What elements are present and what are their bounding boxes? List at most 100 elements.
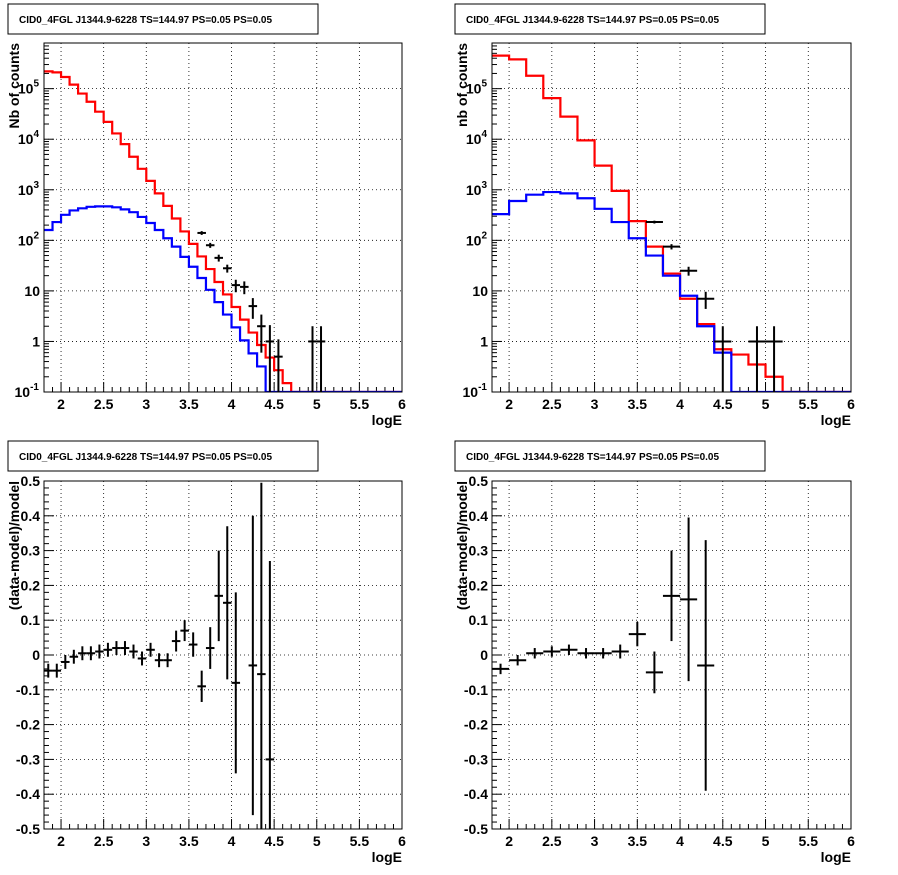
- axis-ticks: [43, 480, 403, 830]
- series-step-0: [44, 70, 402, 392]
- title-box: [7, 3, 319, 35]
- title-box: [7, 440, 319, 472]
- x-tick-label: 2: [57, 833, 65, 849]
- x-tick-label: 3: [591, 833, 599, 849]
- chart-title: CID0_4FGL J1344.9-6228 TS=144.97 PS=0.05…: [19, 15, 272, 26]
- y-tick-label: 1: [480, 333, 488, 349]
- data-point: [645, 220, 663, 224]
- x-axis-label: logE: [372, 849, 402, 865]
- data-point: [205, 627, 215, 669]
- x-tick-label: 4.5: [713, 396, 733, 412]
- y-tick-label: -0.4: [16, 786, 40, 802]
- x-tick-label: 4.5: [264, 833, 284, 849]
- x-tick-label: 5.5: [799, 396, 819, 412]
- grid: [492, 481, 851, 829]
- y-tick-label: 0.3: [469, 543, 489, 559]
- data-point: [680, 517, 698, 682]
- residual-panel-bottom-left: CID0_4FGL J1344.9-6228 TS=144.97 PS=0.05…: [6, 440, 406, 865]
- x-tick-label: 5: [762, 833, 770, 849]
- data-point: [44, 663, 53, 678]
- x-tick-label: 6: [847, 833, 855, 849]
- x-tick-label: 2.5: [94, 833, 114, 849]
- y-tick-label: 102: [466, 230, 488, 248]
- y-tick-label: 105: [18, 79, 40, 97]
- y-tick-label: 0.4: [469, 508, 489, 524]
- data-point: [662, 244, 681, 250]
- data-point: [560, 644, 578, 655]
- x-tick-label: 4.5: [713, 833, 733, 849]
- series-group: [44, 70, 402, 392]
- series-group: [492, 54, 851, 392]
- y-tick-label: 102: [18, 230, 40, 248]
- data-point: [265, 325, 275, 392]
- data-point: [231, 592, 241, 774]
- y-tick-label: -0.3: [16, 751, 40, 767]
- x-tick-label: 5: [313, 396, 321, 412]
- x-tick-label: 3: [591, 396, 599, 412]
- y-tick-label: 0.2: [469, 577, 489, 593]
- data-point: [103, 642, 113, 657]
- data-point: [714, 326, 732, 392]
- data-point: [316, 326, 326, 392]
- data-point: [197, 231, 206, 235]
- x-tick-label: 4: [676, 396, 684, 412]
- axis-ticks: [491, 480, 852, 830]
- data-point: [137, 651, 147, 666]
- x-tick-label: 3.5: [179, 396, 199, 412]
- residual-panel-bottom-right: CID0_4FGL J1344.9-6228 TS=144.97 PS=0.05…: [454, 440, 855, 865]
- y-tick-label: -0.5: [16, 821, 40, 837]
- y-axis-label: nb of counts: [454, 43, 470, 127]
- data-point: [112, 641, 121, 655]
- data-point: [78, 646, 87, 661]
- series-group: [492, 517, 715, 791]
- x-tick-label: 4: [228, 833, 236, 849]
- data-point: [223, 264, 232, 273]
- data-point: [248, 515, 258, 816]
- x-tick-label: 2: [505, 833, 513, 849]
- data-point: [171, 630, 181, 652]
- x-tick-label: 4: [228, 396, 236, 412]
- y-tick-label: -0.5: [464, 821, 488, 837]
- y-tick-label: 0.1: [21, 612, 41, 628]
- series-step-1: [492, 190, 851, 392]
- y-tick-label: 0.2: [21, 577, 41, 593]
- y-tick-label: 10-1: [15, 382, 40, 400]
- data-point: [231, 279, 241, 293]
- axis-ticks: [43, 42, 403, 393]
- y-tick-label: 105: [466, 79, 488, 97]
- title-box: [454, 3, 766, 35]
- y-tick-label: 0.3: [21, 543, 41, 559]
- title-box: [454, 440, 766, 472]
- x-tick-label: 5.5: [350, 833, 370, 849]
- y-tick-label: -0.4: [464, 786, 488, 802]
- y-tick-label: 0.1: [469, 612, 489, 628]
- data-point: [120, 641, 130, 655]
- y-tick-label: 104: [466, 129, 488, 147]
- x-axis-label: logE: [821, 849, 851, 865]
- x-tick-label: 5: [762, 396, 770, 412]
- data-point: [180, 620, 189, 642]
- data-point: [526, 648, 544, 659]
- data-point: [265, 561, 275, 829]
- data-point: [543, 646, 561, 657]
- y-tick-label: 103: [466, 180, 488, 198]
- y-tick-label: -0.1: [464, 682, 488, 698]
- x-tick-label: 2: [505, 396, 513, 412]
- x-tick-label: 4.5: [264, 396, 284, 412]
- x-axis-label: logE: [372, 412, 402, 428]
- data-point: [492, 663, 510, 675]
- y-tick-label: 0: [480, 647, 488, 663]
- y-tick-label: 10: [24, 283, 40, 299]
- x-tick-label: 2.5: [542, 833, 562, 849]
- plot-frame: [491, 480, 852, 830]
- data-point: [257, 314, 266, 353]
- x-tick-label: 3.5: [179, 833, 199, 849]
- plot-frame: [43, 42, 403, 393]
- y-tick-label: 0.4: [21, 508, 41, 524]
- y-tick-label: 104: [18, 129, 40, 147]
- data-point: [611, 644, 629, 659]
- plot-frame: [491, 42, 852, 393]
- y-tick-label: 0: [32, 647, 40, 663]
- x-tick-label: 6: [398, 833, 406, 849]
